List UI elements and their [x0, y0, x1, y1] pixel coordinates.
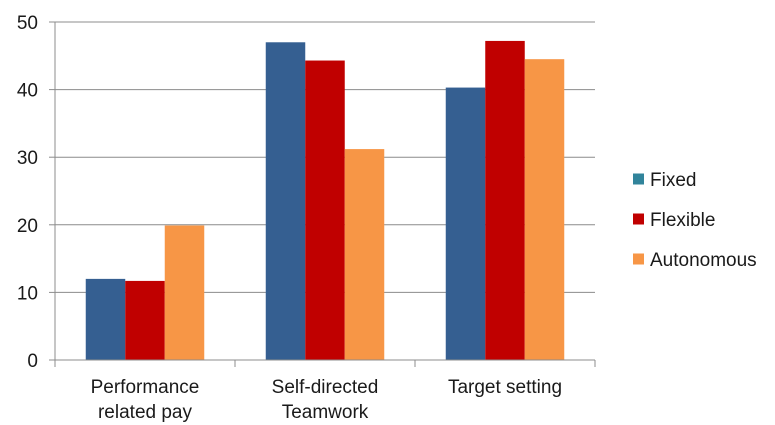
x-category-label: related pay	[98, 402, 193, 423]
legend-swatch-autonomous	[633, 253, 644, 265]
bar-fixed-0	[85, 278, 126, 360]
legend-label-autonomous: Autonomous	[650, 250, 757, 271]
y-tick-label: 0	[27, 351, 38, 372]
x-category-label: Teamwork	[282, 402, 369, 423]
legend-label-fixed: Fixed	[650, 170, 696, 191]
legend-label-flexible: Flexible	[650, 210, 715, 231]
bar-flexible-0	[125, 280, 165, 360]
bar-flexible-1	[305, 60, 345, 360]
y-tick-label: 40	[17, 81, 38, 102]
y-tick-label: 30	[17, 148, 38, 169]
bar-autonomous-0	[164, 225, 205, 360]
y-tick-label: 10	[17, 283, 38, 304]
legend-swatch-flexible	[633, 213, 644, 225]
bars	[85, 40, 565, 361]
x-category-label: Self-directed	[272, 377, 379, 398]
y-tick-label: 50	[17, 13, 38, 34]
bar-fixed-2	[445, 87, 486, 361]
bar-autonomous-2	[524, 59, 565, 361]
bar-autonomous-1	[344, 149, 385, 360]
legend-swatch-fixed	[633, 173, 644, 185]
bar-flexible-2	[485, 40, 525, 360]
legend: Fixed Flexible Autonomous	[633, 170, 757, 271]
bar-fixed-1	[265, 42, 306, 360]
y-tick-label: 20	[17, 216, 38, 237]
x-category-label: Performance	[91, 377, 200, 398]
axes: 0 10 20 30 40 50 Performance related pay Self-di…	[17, 13, 596, 423]
x-category-label: Target setting	[448, 377, 562, 398]
